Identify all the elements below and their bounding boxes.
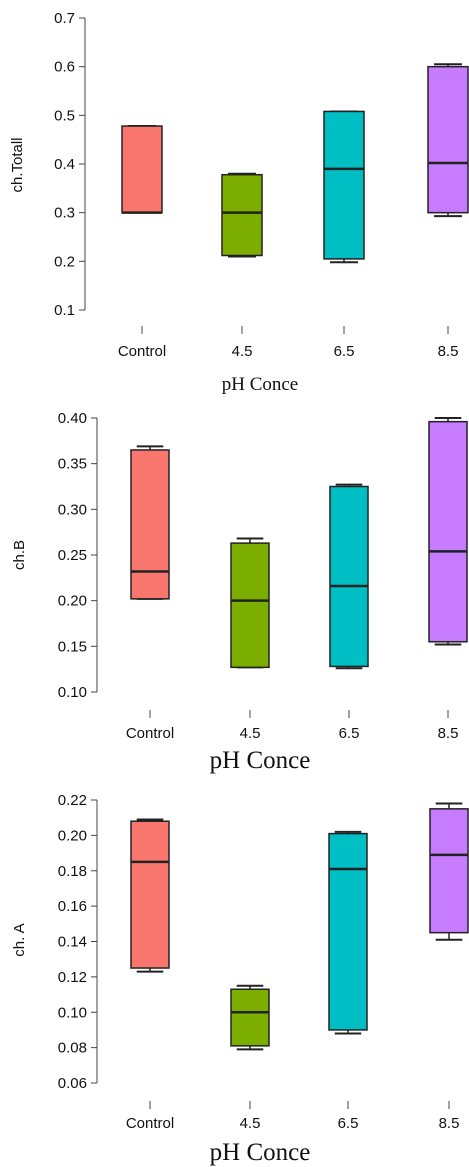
y-tick-label: 0.5 <box>54 107 75 124</box>
y-tick-label: 0.16 <box>58 898 87 915</box>
box-Control <box>121 125 163 214</box>
box-8.5 <box>427 63 469 218</box>
x-axis-title: pH Conce <box>222 374 299 395</box>
y-tick-label: 0.6 <box>54 59 75 76</box>
y-axis-title: ch.B <box>11 540 28 570</box>
y-tick-label: 0.1 <box>54 302 75 319</box>
y-tick-label: 0.4 <box>54 156 75 173</box>
iqr-box <box>121 125 163 214</box>
iqr-box <box>428 420 468 643</box>
x-tick-label: 4.5 <box>240 725 261 742</box>
y-tick-label: 0.25 <box>58 547 87 564</box>
x-axis-title: pH Conce <box>210 1139 311 1166</box>
box-6.5 <box>323 110 365 264</box>
x-tick-label: 6.5 <box>334 343 355 360</box>
iqr-box <box>230 988 270 1047</box>
box-6.5 <box>328 830 368 1035</box>
y-tick-label: 0.12 <box>58 969 87 986</box>
x-tick-label: 6.5 <box>339 725 360 742</box>
iqr-box <box>221 173 263 257</box>
box-Control <box>130 445 170 600</box>
y-tick-label: 0.06 <box>58 1075 87 1092</box>
y-tick-label: 0.14 <box>58 934 87 951</box>
iqr-box <box>130 820 170 969</box>
y-tick-label: 0.40 <box>58 410 87 427</box>
x-tick-label: Control <box>126 725 174 742</box>
iqr-box <box>427 65 469 214</box>
y-tick-label: 0.10 <box>58 684 87 701</box>
y-tick-label: 0.10 <box>58 1004 87 1021</box>
x-tick-label: 6.5 <box>338 1115 359 1132</box>
box-6.5 <box>329 483 369 670</box>
box-8.5 <box>428 417 468 646</box>
iqr-box <box>130 449 170 600</box>
x-axis-title: pH Conce <box>210 747 311 774</box>
y-tick-label: 0.20 <box>58 827 87 844</box>
box-4.5 <box>221 172 263 258</box>
iqr-box <box>230 542 270 669</box>
x-tick-label: 8.5 <box>438 725 459 742</box>
x-tick-label: 4.5 <box>232 343 253 360</box>
x-tick-label: Control <box>118 343 166 360</box>
iqr-box <box>328 832 368 1031</box>
y-tick-label: 0.22 <box>58 792 87 809</box>
x-tick-label: 4.5 <box>240 1115 261 1132</box>
y-tick-label: 0.7 <box>54 10 75 27</box>
box-4.5 <box>230 984 270 1051</box>
panel-2: 0.10 0.15 0.20 0.25 0.30 0.35 0.40 ch.B Control 4… <box>11 410 468 774</box>
y-tick-label: 0.2 <box>54 253 75 270</box>
y-tick-label: 0.3 <box>54 205 75 222</box>
y-axis-title: ch.Totall <box>9 137 26 192</box>
iqr-box <box>329 485 369 668</box>
box-Control <box>130 818 170 973</box>
iqr-box <box>323 110 365 260</box>
box-4.5 <box>230 537 270 669</box>
y-tick-label: 0.35 <box>58 456 87 473</box>
x-tick-label: 8.5 <box>438 343 459 360</box>
x-tick-label: Control <box>126 1115 174 1132</box>
x-tick-label: 8.5 <box>439 1115 460 1132</box>
y-tick-label: 0.15 <box>58 638 87 655</box>
y-axis-title: ch. A <box>11 923 28 956</box>
y-tick-label: 0.30 <box>58 501 87 518</box>
y-tick-label: 0.18 <box>58 863 87 880</box>
y-tick-label: 0.20 <box>58 593 87 610</box>
box-8.5 <box>429 802 469 941</box>
panel-1: 0.1 0.2 0.3 0.4 0.5 0.6 0.7 ch.Totall Control 4.5… <box>9 10 469 395</box>
y-tick-label: 0.08 <box>58 1040 87 1057</box>
panel-3: 0.06 0.08 0.10 0.12 0.14 0.16 0.18 0.20 0.22 ch. … <box>11 792 469 1166</box>
iqr-box <box>429 808 469 934</box>
